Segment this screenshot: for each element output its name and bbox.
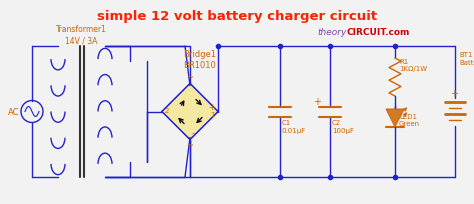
Text: R1
1KΩ/1W: R1 1KΩ/1W [399, 59, 427, 72]
Text: +: + [313, 97, 321, 107]
Text: simple 12 volt battery charger circuit: simple 12 volt battery charger circuit [97, 10, 377, 23]
Text: CIRCUIT.com: CIRCUIT.com [347, 28, 410, 37]
Text: AC: AC [8, 108, 19, 116]
Text: +: + [208, 102, 215, 111]
Text: BT1
Battery_Cell: BT1 Battery_Cell [459, 52, 474, 66]
Text: +: + [450, 89, 458, 99]
Text: LED1
Green: LED1 Green [399, 113, 420, 127]
Text: C1
0.01μF: C1 0.01μF [282, 120, 306, 133]
Text: ~: ~ [186, 141, 193, 150]
Text: -: - [192, 129, 195, 138]
Text: 2: 2 [165, 108, 169, 114]
Text: Transformer1
14V / 3A: Transformer1 14V / 3A [56, 25, 107, 45]
Text: C2
100μF: C2 100μF [332, 120, 354, 133]
Text: ~: ~ [186, 73, 193, 82]
Text: 1: 1 [210, 112, 215, 118]
Text: Bridge1
BR1010: Bridge1 BR1010 [183, 50, 217, 70]
Polygon shape [386, 110, 404, 127]
Text: theory: theory [318, 28, 347, 37]
Polygon shape [162, 84, 218, 140]
